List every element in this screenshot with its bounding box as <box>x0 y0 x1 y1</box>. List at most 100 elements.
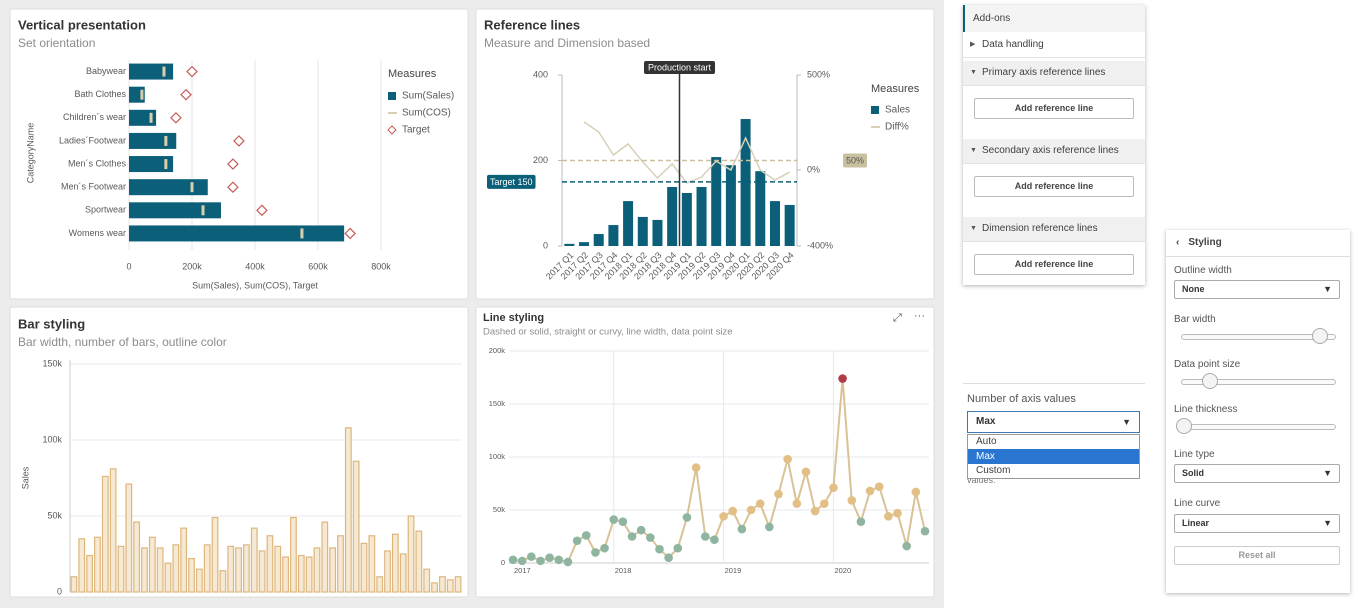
legend-label: Sum(Sales) <box>402 91 454 102</box>
data-point <box>911 487 921 497</box>
y-tick-label: Men´s Clothes <box>68 158 127 168</box>
bar <box>117 545 125 593</box>
bar <box>235 547 242 593</box>
section-header[interactable]: ▼ Secondary axis reference lines <box>963 139 1145 164</box>
data-point <box>902 541 911 551</box>
target-marker <box>227 181 239 194</box>
x-tick-label: 200k <box>182 261 202 271</box>
section-header[interactable]: ▼ Primary axis reference lines <box>963 61 1145 86</box>
bar <box>696 187 707 246</box>
legend-swatch <box>388 92 396 100</box>
bar <box>172 544 180 593</box>
charts-area: Vertical presentation Set orientation 0 200… <box>0 0 944 608</box>
cos-marker <box>149 112 153 123</box>
bar <box>274 545 282 593</box>
bar <box>352 460 360 593</box>
bar <box>313 547 321 593</box>
data-point <box>792 499 802 508</box>
add-button[interactable]: Add reference line <box>974 254 1134 275</box>
bar <box>608 225 619 246</box>
bar <box>329 547 337 593</box>
target-marker <box>233 135 245 147</box>
legend-swatch <box>387 125 397 135</box>
bar <box>652 219 663 246</box>
data-point <box>682 513 692 522</box>
reference-label-box <box>487 174 536 189</box>
reference-label-box <box>843 153 868 168</box>
field-label: Line type <box>1174 449 1215 460</box>
y2-tick-label: -400% <box>807 240 833 250</box>
y-tick-label: 0 <box>543 240 548 250</box>
y2-tick-label: 0% <box>807 164 820 174</box>
data-point <box>874 482 884 491</box>
data-point <box>893 508 902 518</box>
bar <box>769 201 780 246</box>
styling-header[interactable]: ‹ Styling <box>1166 230 1350 257</box>
x-tick-label: 0 <box>126 261 131 271</box>
slider[interactable] <box>1181 373 1336 389</box>
target-marker <box>227 158 239 170</box>
axis-values-label: Number of axis values <box>967 393 1076 405</box>
data-point <box>838 374 847 383</box>
bar <box>784 204 795 246</box>
line <box>583 121 791 184</box>
bar <box>439 576 446 593</box>
bar <box>250 527 258 593</box>
bar <box>579 242 590 246</box>
option[interactable]: Max <box>968 449 1139 464</box>
select[interactable]: Linear ▼ <box>1174 514 1340 533</box>
data-point <box>728 506 738 516</box>
section-header[interactable]: ▶ Data handling <box>963 33 1145 58</box>
bar <box>129 109 157 126</box>
x-axis-label: Sum(Sales), Sum(COS), Target <box>192 280 318 290</box>
select[interactable]: Solid ▼ <box>1174 464 1340 483</box>
select[interactable]: None ▼ <box>1174 280 1340 299</box>
reset-button[interactable]: Reset all <box>1174 546 1340 565</box>
bar <box>384 550 391 593</box>
data-point <box>920 526 930 536</box>
select[interactable]: Max ▼ <box>967 411 1140 433</box>
data-point <box>554 555 564 565</box>
bar <box>321 521 329 593</box>
bar <box>70 576 78 593</box>
data-point <box>536 556 545 566</box>
data-point <box>600 543 609 553</box>
cos-marker <box>300 228 304 239</box>
slider-knob[interactable] <box>1312 328 1328 344</box>
cos-marker <box>201 205 205 216</box>
bar <box>297 554 305 593</box>
target-marker <box>344 227 356 240</box>
hint: values. <box>967 475 996 485</box>
slider[interactable] <box>1181 328 1336 344</box>
y-tick-label: 0 <box>501 558 505 567</box>
add-button[interactable]: Add reference line <box>974 176 1134 197</box>
target-marker <box>180 88 192 101</box>
bar <box>266 535 274 593</box>
field-label: Line thickness <box>1174 404 1238 415</box>
data-point <box>691 463 701 472</box>
section-header[interactable]: ▼ Dimension reference lines <box>963 217 1145 242</box>
slider[interactable] <box>1176 418 1336 434</box>
y-tick-label: Children´s wear <box>63 112 126 122</box>
y-tick-label: Womens wear <box>69 228 126 238</box>
data-point <box>719 512 728 521</box>
legend-label: Sum(COS) <box>402 108 451 119</box>
bar <box>337 535 344 593</box>
bar <box>133 521 141 593</box>
add-button[interactable]: Add reference line <box>974 98 1134 119</box>
reference-label-box <box>643 61 716 74</box>
slider-knob[interactable] <box>1202 373 1218 389</box>
option[interactable]: Custom <box>976 465 1011 476</box>
bar <box>423 568 431 593</box>
slider-knob[interactable] <box>1176 418 1192 434</box>
bar <box>94 536 101 593</box>
data-point <box>572 536 582 546</box>
target-marker <box>256 204 268 217</box>
x-tick-label: 2018 <box>615 566 632 575</box>
bar <box>454 576 462 593</box>
bar <box>725 165 736 246</box>
option[interactable]: Auto <box>976 436 997 447</box>
field-label: Outline width <box>1174 265 1232 276</box>
reference-label: 50% <box>846 155 864 165</box>
styling-panel: ‹ Styling Outline width None ▼ Bar width D… <box>1166 230 1350 593</box>
